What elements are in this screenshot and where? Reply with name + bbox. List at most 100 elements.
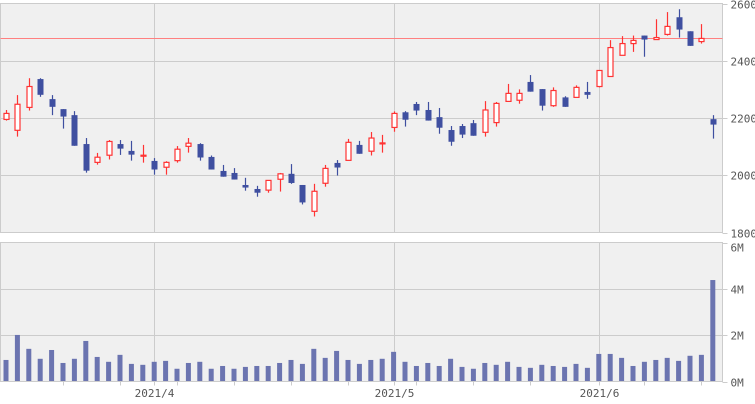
volume-bar [368, 360, 373, 381]
volume-bar [619, 358, 624, 381]
candle-body-up [175, 149, 180, 160]
volume-bar [403, 362, 408, 381]
candle-body-up [323, 168, 328, 183]
price-tick-label: 1800 [731, 228, 755, 241]
candle-body-up [369, 138, 374, 151]
volume-tick-label: 4M [731, 284, 745, 297]
candle-body-down [50, 99, 56, 107]
candle-body-down [449, 130, 455, 142]
volume-bar [357, 364, 362, 381]
candle-body-down [61, 109, 67, 116]
volume-bar [471, 369, 476, 381]
volume-bar [26, 349, 31, 381]
volume-bar [653, 360, 658, 381]
volume-bar [4, 360, 9, 381]
volume-bar [380, 359, 385, 381]
volume-bar [38, 359, 43, 381]
volume-bar [300, 364, 305, 381]
candle-body-down [209, 157, 215, 170]
volume-bar [83, 341, 88, 381]
volume-bar [49, 350, 54, 381]
volume-tick-label: 2M [731, 330, 745, 343]
candle-body-up [483, 110, 488, 132]
volume-bar [448, 359, 453, 381]
volume-bar [665, 358, 670, 381]
price-tick-label: 2600 [731, 0, 755, 12]
volume-bar [15, 335, 20, 381]
volume-bar [232, 369, 237, 381]
candle-body-up [266, 180, 271, 190]
candle-body-down [38, 79, 44, 95]
candle-body-down [255, 189, 261, 193]
volume-bar [505, 362, 510, 381]
candle-body-down [243, 185, 249, 188]
volume-bar [311, 349, 316, 381]
candle-body-down [403, 112, 409, 119]
volume-bar [460, 367, 465, 381]
candle-body-down [711, 119, 717, 124]
volume-bar [494, 365, 499, 381]
x-tick-label: 2021/5 [375, 387, 415, 400]
volume-bar [220, 366, 225, 381]
candle-body-down [437, 117, 443, 128]
volume-bar [129, 364, 134, 381]
volume-bar [277, 363, 282, 381]
volume-bar [688, 356, 693, 381]
candle-body-up [15, 104, 20, 130]
candle-body-down [471, 123, 477, 136]
volume-bar [528, 368, 533, 381]
candle-body-up [107, 141, 112, 155]
price-tick-label: 2200 [731, 113, 755, 126]
volume-tick-label: 6M [731, 242, 745, 255]
volume-bar [254, 366, 259, 381]
volume-bar [140, 365, 145, 381]
candle-body-down [460, 126, 466, 135]
candle-body-up [597, 70, 602, 86]
candle-body-up [654, 38, 659, 40]
candle-body-down [540, 89, 546, 106]
candle-body-up [620, 44, 625, 56]
volume-bar [106, 362, 111, 381]
volume-bar [631, 366, 636, 381]
volume-tick-label: 0M [731, 377, 745, 390]
volume-bar [243, 367, 248, 381]
candle-body-up [699, 38, 704, 41]
volume-panel [1, 243, 723, 382]
candle-body-up [506, 93, 511, 101]
candle-body-down [152, 161, 158, 170]
x-tick-label: 2021/4 [135, 387, 175, 400]
candle-body-down [642, 36, 648, 40]
price-tick-label: 2400 [731, 56, 755, 69]
candle-body-down [677, 17, 683, 29]
volume-bar [699, 355, 704, 381]
candle-body-down [585, 92, 591, 95]
candle-body-up [312, 191, 317, 211]
candle-body-up [186, 143, 191, 146]
volume-bar [596, 354, 601, 381]
price-tick-label: 2000 [731, 170, 755, 183]
candle-body-down [221, 171, 227, 177]
volume-bar [585, 368, 590, 381]
volume-bar [289, 360, 294, 381]
candle-body-up [631, 40, 636, 43]
candle-body-down [118, 144, 124, 149]
candle-body-up [141, 155, 146, 156]
volume-bar [391, 352, 396, 381]
candle-body-down [72, 115, 78, 146]
volume-bar [209, 369, 214, 381]
x-tick-label: 2021/6 [580, 387, 620, 400]
volume-bar [676, 361, 681, 381]
volume-bar [334, 351, 339, 381]
volume-bar [175, 369, 180, 381]
volume-bar [152, 362, 157, 381]
candle-body-down [563, 97, 569, 106]
volume-bar [414, 366, 419, 381]
candle-body-down [232, 173, 238, 180]
candle-body-down [528, 82, 534, 92]
candle-body-up [574, 87, 579, 97]
candle-body-up [346, 142, 351, 160]
volume-bar [710, 280, 715, 381]
candle-body-down [357, 145, 363, 154]
candle-body-down [129, 151, 135, 155]
